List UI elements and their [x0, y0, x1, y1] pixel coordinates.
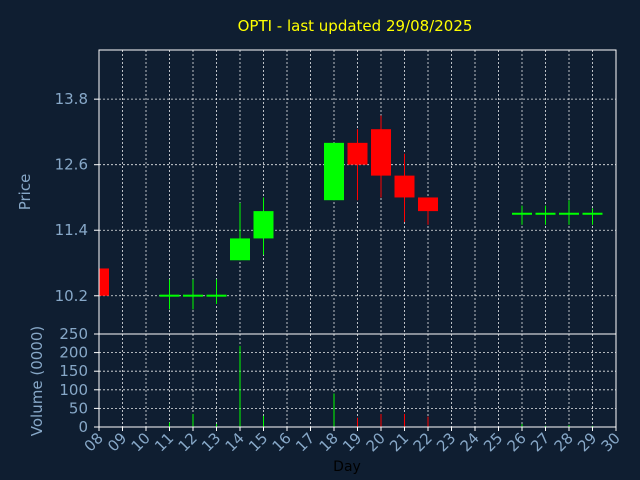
volume-bars: [98, 345, 593, 427]
candle-body: [253, 211, 274, 239]
candle-body: [159, 294, 180, 297]
x-tick-label: 20: [363, 429, 389, 455]
x-tick-label: 16: [269, 429, 295, 455]
candle-body: [512, 212, 532, 215]
volume-y-tick-label: 50: [69, 399, 88, 417]
candle-body: [418, 197, 438, 212]
price-y-tick-label: 13.8: [55, 90, 88, 108]
price-y-tick-label: 10.2: [55, 287, 88, 305]
candle-body: [371, 129, 391, 176]
volume-y-tick-label: 150: [59, 362, 88, 380]
x-tick-label: 11: [151, 429, 177, 455]
x-tick-label: 28: [551, 429, 577, 455]
x-tick-label: 29: [574, 429, 600, 455]
volume-axis-label: Volume (0000): [28, 326, 46, 436]
volume-y-tick-label: 200: [59, 344, 88, 362]
x-tick-label: 17: [292, 429, 318, 455]
x-tick-label: 25: [480, 429, 506, 455]
x-tick-label: 18: [316, 429, 342, 455]
candle-body: [394, 175, 415, 198]
x-tick-label: 15: [245, 429, 271, 455]
x-tick-label: 27: [527, 429, 553, 455]
x-tick-label: 12: [175, 429, 201, 455]
x-tick-label: 30: [598, 429, 624, 455]
price-y-tick-label: 11.4: [55, 221, 88, 239]
volume-grid: [98, 333, 617, 428]
price-grid: [98, 50, 617, 334]
candle-body: [230, 238, 250, 261]
candle-body: [99, 268, 109, 296]
x-tick-labels: 0809101112131415161718192021222324252627…: [81, 427, 624, 455]
x-tick-label: 26: [504, 429, 530, 455]
price-y-tick-label: 12.6: [55, 156, 88, 174]
x-tick-label: 09: [104, 429, 130, 455]
candle-body: [324, 142, 344, 201]
x-tick-label: 23: [433, 429, 459, 455]
candle-body: [206, 294, 227, 297]
candle-body: [559, 212, 579, 215]
x-tick-label: 14: [222, 429, 248, 455]
x-tick-label: 13: [198, 429, 224, 455]
price-candles: [98, 115, 603, 310]
x-tick-label: 22: [410, 429, 436, 455]
x-tick-label: 10: [128, 429, 154, 455]
chart-title: OPTI - last updated 29/08/2025: [238, 17, 473, 35]
candle-body: [183, 294, 203, 297]
volume-y-tick-label: 0: [78, 418, 88, 436]
volume-y-tick-label: 100: [59, 381, 88, 399]
x-tick-label: 24: [457, 429, 483, 455]
price-y-tick-labels: 10.2 11.4 12.6 13.8: [55, 90, 99, 305]
candle-body: [347, 142, 368, 165]
x-tick-label: 21: [386, 429, 412, 455]
x-axis-label: Day: [333, 459, 361, 475]
candle-body: [535, 212, 556, 215]
price-axis-label: Price: [16, 174, 34, 211]
volume-y-tick-label: 250: [59, 325, 88, 343]
x-tick-label: 19: [339, 429, 365, 455]
candle-body: [582, 212, 603, 215]
